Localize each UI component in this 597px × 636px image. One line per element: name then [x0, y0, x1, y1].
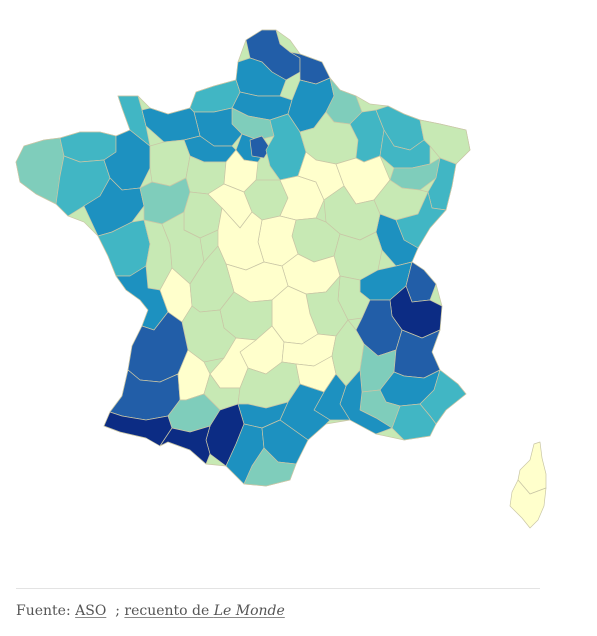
- dept-haute-savoie[interactable]: [405, 261, 437, 303]
- dept-finistere[interactable]: [15, 137, 65, 205]
- source-separator: ;: [106, 603, 125, 619]
- source-link-aso[interactable]: ASO: [75, 603, 107, 619]
- dept-seine-maritime[interactable]: [189, 79, 241, 113]
- dept-var[interactable]: [391, 403, 437, 441]
- dept-pyrenees-orientales[interactable]: [243, 447, 297, 487]
- france-departments-map: [15, 29, 547, 529]
- source-link-italic: Le Monde: [213, 603, 285, 619]
- dept-hautes-pyrenees[interactable]: [159, 425, 211, 465]
- dept-corse-du-sud[interactable]: [509, 479, 547, 529]
- source-link-le-monde[interactable]: recuento de Le Monde: [124, 603, 284, 619]
- dept-manche[interactable]: [117, 95, 151, 147]
- dept-calvados[interactable]: [141, 107, 201, 143]
- footer-divider: [16, 588, 540, 589]
- choropleth-map: [15, 29, 547, 529]
- dept-hautes-alpes[interactable]: [393, 329, 441, 379]
- source-credit: Fuente: ASO ; recuento de Le Monde: [16, 603, 285, 619]
- source-link-text: recuento de: [124, 603, 214, 619]
- source-prefix: Fuente:: [16, 603, 76, 619]
- dept-pyrenees-atlantiques[interactable]: [103, 411, 173, 447]
